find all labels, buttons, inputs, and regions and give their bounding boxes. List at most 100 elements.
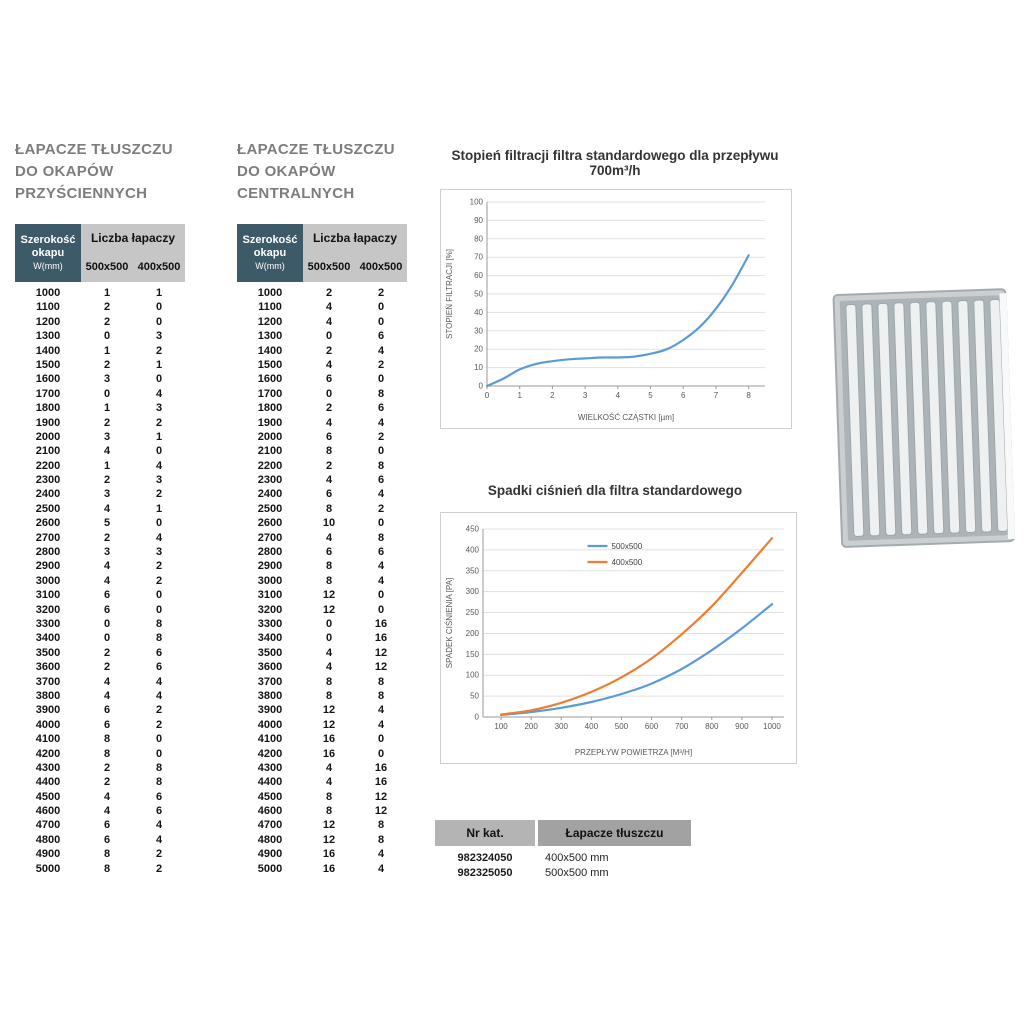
table-cell: 6 [103,833,111,846]
svg-text:6: 6 [681,391,686,400]
table-cell: 4600 [257,805,283,818]
table-row: 4200 16 0 [237,747,407,761]
svg-text:500: 500 [615,722,629,731]
table-row: 1300 0 6 [237,329,407,343]
table-cell: 4 [325,776,333,789]
table-row: 1600 3 0 [15,372,185,386]
table-cell: 4 [325,301,333,314]
table-cell: 8 [325,502,333,515]
table-row: 2800 3 3 [15,545,185,559]
svg-text:70: 70 [474,253,483,262]
table-row: 1500 2 1 [15,358,185,372]
table-cell: 2 [377,430,385,443]
table-row: 2200 1 4 [15,459,185,473]
table-cell: 8 [155,632,163,645]
table-cell: 12 [322,819,336,832]
table-row: 1000 2 2 [237,286,407,300]
table-row: 4400 2 8 [15,775,185,789]
table-cell: 2 [103,661,111,674]
table-cell: 3800 [35,689,61,702]
table-row: 3000 8 4 [237,574,407,588]
table-cell: 8 [103,848,111,861]
table-cell: 4 [325,315,333,328]
table-cell: 3600 [35,661,61,674]
table-cell: 4700 [257,819,283,832]
table-cell: 2 [155,862,163,875]
table-row: 3700 8 8 [237,675,407,689]
table-cell: 8 [377,459,385,472]
table-cell: 2200 [257,459,283,472]
svg-text:700: 700 [675,722,689,731]
table-row: 2600 5 0 [15,516,185,530]
svg-text:2: 2 [550,391,555,400]
table-cell: 0 [155,603,163,616]
table-cell: 4 [103,574,111,587]
table-cell: 6 [377,546,385,559]
table-row: 4800 6 4 [15,833,185,847]
table-cell: 6 [325,373,333,386]
central-table-rows: 1000 2 2 1100 4 0 1200 4 0 1300 0 6 1400 2 4 1500 4 2 1600… [237,286,407,876]
svg-text:450: 450 [466,525,480,534]
table-cell: 5000 [35,862,61,875]
header-text: Szerokość [242,234,298,246]
svg-text:1000: 1000 [763,722,781,731]
table-cell: 4 [377,560,385,573]
table-cell: 4300 [35,761,61,774]
table-row: 4100 16 0 [237,732,407,746]
table-cell: 0 [155,747,163,760]
header-text: W(mm) [33,261,63,271]
title-line: CENTRALNYCH [237,185,355,202]
svg-text:STOPIEŃ FILTRACJI [%]: STOPIEŃ FILTRACJI [%] [445,249,454,339]
table-row: 2900 8 4 [237,559,407,573]
table-cell: 4500 [35,790,61,803]
table-cell: 16 [322,747,336,760]
table-cell: 6 [103,718,111,731]
table-cell: 4 [377,488,385,501]
table-cell: 2 [377,502,385,515]
table-cell: 4800 [35,833,61,846]
table-cell: 3700 [257,675,283,688]
table-cell: 0 [155,373,163,386]
table-row: 1700 0 8 [237,387,407,401]
table-cell: 3 [155,402,163,415]
table-cell: 4900 [35,848,61,861]
grease-filter-photo [828,282,1023,572]
table-cell: 2 [103,776,111,789]
table-cell: 4200 [257,747,283,760]
table-cell: 4500 [257,790,283,803]
table-cell: 8 [377,531,385,544]
table-cell: 3400 [257,632,283,645]
table-cell: 0 [103,617,111,630]
table-cell: 1 [103,344,111,357]
table-row: 4300 4 16 [237,761,407,775]
table-cell: 1500 [35,358,61,371]
table-cell: 1500 [257,358,283,371]
table-cell: 6 [155,790,163,803]
table-cell: 4 [103,675,111,688]
table-cell: 4 [377,416,385,429]
table-cell: 3 [103,546,111,559]
table-cell: 3300 [35,617,61,630]
table-cell: 6 [155,646,163,659]
subcolumn-500x500: 500x500 [307,261,351,273]
table-cell: 6 [325,430,333,443]
table-row: 1100 2 0 [15,300,185,314]
wall-table-title: ŁAPACZE TŁUSZCZU DO OKAPÓW PRZYŚCIENNYCH [15,139,173,205]
table-cell: 0 [377,301,385,314]
table-cell: 1 [103,459,111,472]
svg-text:7: 7 [714,391,719,400]
table-cell: 0 [377,733,385,746]
table-cell: 1000 [257,287,283,299]
table-cell: 0 [325,617,333,630]
chart-canvas: 0 10 20 30 40 50 60 70 80 90 100 0 1 2 3 4 5 6 7 8 WIELKOŚĆ … [445,198,765,422]
catalog-number: 982325050 [457,867,513,879]
table-cell: 4 [325,531,333,544]
table-cell: 0 [155,589,163,602]
table-row: 2300 2 3 [15,473,185,487]
table-row: 1400 2 4 [237,344,407,358]
table-cell: 4000 [257,718,283,731]
table-row: 1500 4 2 [237,358,407,372]
table-cell: 3 [103,488,111,501]
table-cell: 2500 [257,502,283,515]
table-cell: 3400 [35,632,61,645]
